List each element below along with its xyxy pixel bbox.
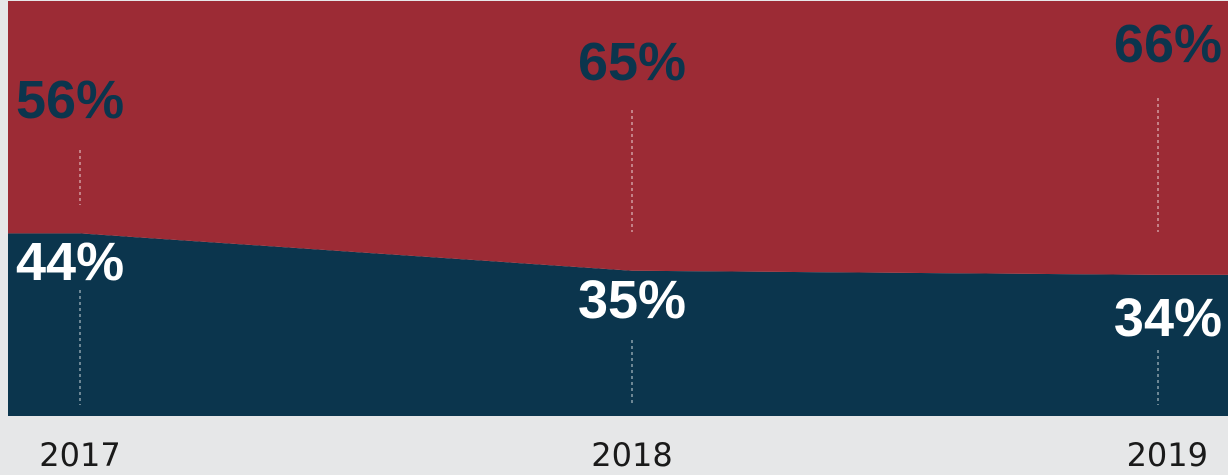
value-label-top-2019: 66%: [1114, 14, 1222, 74]
x-tick-label-2019: 2019: [1127, 436, 1208, 474]
area-series-top: [8, 1, 1228, 275]
x-axis: 2017 2018 2019: [39, 436, 1208, 474]
value-label-bottom-2017: 44%: [16, 232, 124, 292]
value-label-top-2018: 65%: [578, 32, 686, 92]
x-tick-label-2017: 2017: [39, 436, 120, 474]
area-layer: [8, 1, 1228, 416]
area-series-bottom: [8, 233, 1228, 416]
value-label-bottom-2019: 34%: [1114, 288, 1222, 348]
value-label-bottom-2018: 35%: [578, 270, 686, 330]
guide-line-layer: [79, 98, 1159, 405]
value-label-layer: 56% 44% 65% 35% 66% 34%: [16, 14, 1222, 348]
x-tick-label-2018: 2018: [591, 436, 672, 474]
value-label-top-2017: 56%: [16, 70, 124, 130]
